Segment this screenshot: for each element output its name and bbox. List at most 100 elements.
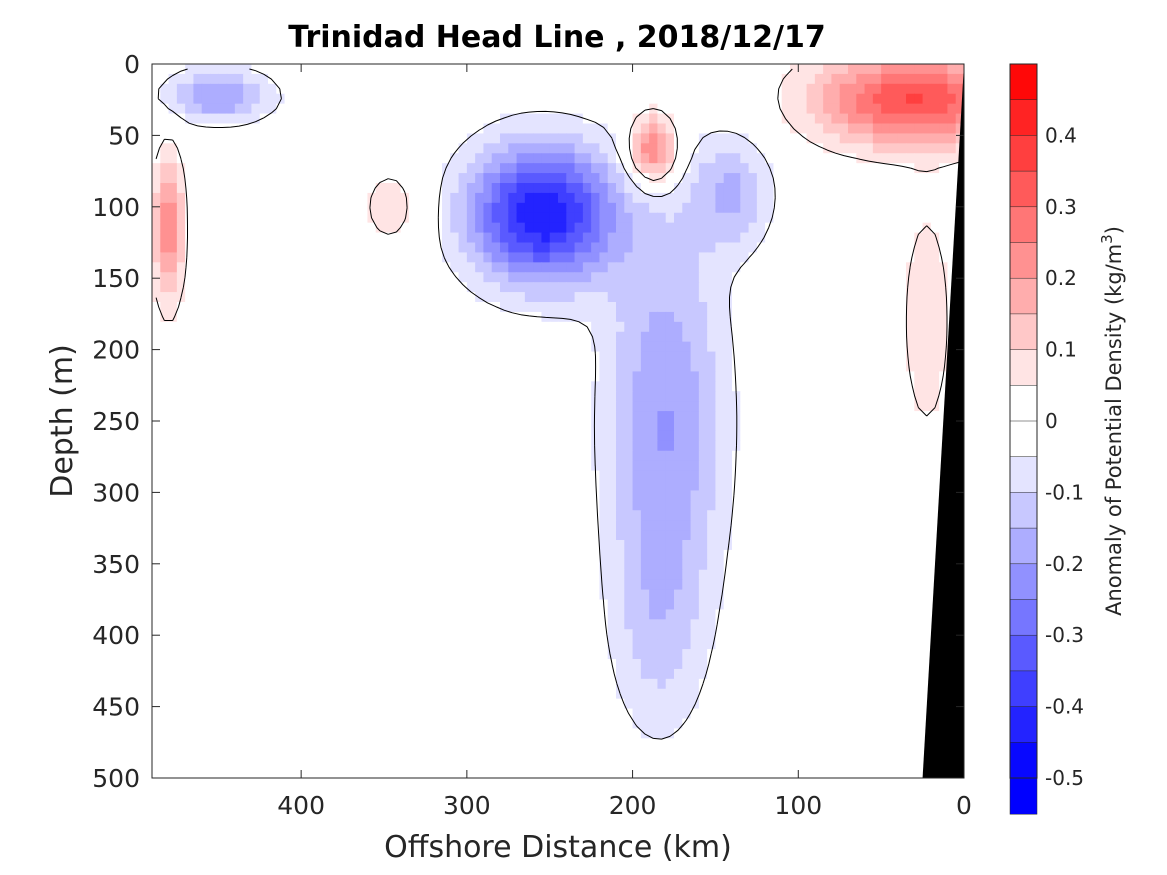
heatmap-cell [185,530,195,541]
heatmap-cell [268,173,277,184]
heatmap-cell [773,500,783,511]
heatmap-cell [425,153,435,164]
heatmap-cell [665,173,675,184]
heatmap-cell [790,212,799,224]
heatmap-cell [897,113,907,125]
heatmap-cell [698,321,708,333]
heatmap-cell [201,311,211,323]
heatmap-cell [176,401,186,412]
heatmap-cell [359,192,369,204]
heatmap-cell [317,292,327,303]
heatmap-cell [301,183,311,194]
heatmap-cell [342,440,352,452]
heatmap-cell [566,371,576,382]
heatmap-cell [599,153,609,164]
heatmap-cell [549,520,559,531]
heatmap-cell [798,302,808,313]
heatmap-cell [417,222,427,234]
heatmap-cell [326,64,335,75]
heatmap-cell [243,371,253,382]
heatmap-cell [251,540,261,551]
heatmap-cell [649,391,659,402]
heatmap-cell [616,64,625,75]
heatmap-cell [483,64,493,75]
heatmap-cell [864,450,874,462]
heatmap-cell [392,470,402,482]
heatmap-cell [930,321,940,333]
heatmap-cell [698,430,708,442]
heatmap-cell [152,500,161,511]
heatmap-cell [930,133,940,144]
heatmap-cell [765,113,775,125]
heatmap-cell [549,311,559,323]
heatmap-cell [790,371,799,382]
heatmap-cell [831,93,841,105]
heatmap-cell [690,222,700,234]
heatmap-cell [301,530,311,541]
heatmap-cell [491,520,501,531]
heatmap-cell [823,530,833,541]
heatmap-cell [682,381,692,392]
heatmap-cell [210,480,219,492]
heatmap-cell [897,540,907,551]
heatmap-cell [384,163,393,174]
heatmap-cell [326,411,335,422]
heatmap-cell [848,302,857,313]
heatmap-cell [756,113,766,125]
heatmap-cell [897,401,907,412]
heatmap-cell [160,500,170,511]
heatmap-cell [765,510,775,521]
heatmap-cell [707,113,717,125]
heatmap-cell [723,440,733,452]
heatmap-cell [864,549,874,561]
heatmap-cell [831,311,841,323]
heatmap-cell [533,470,543,482]
heatmap-cell [906,470,915,482]
heatmap-cell [466,540,476,551]
heatmap-cell [508,242,518,254]
heatmap-cell [268,282,277,293]
heatmap-cell [160,321,170,333]
heatmap-cell [408,520,418,531]
heatmap-cell [160,351,170,363]
heatmap-cell [814,341,824,353]
heatmap-cell [375,123,385,135]
heatmap-cell [756,133,766,144]
heatmap-cell [781,530,791,541]
heatmap-cell [856,143,866,154]
heatmap-cell [823,252,833,263]
heatmap-cell [392,222,402,234]
heatmap-cell [657,64,667,75]
heatmap-cell [442,520,451,531]
heatmap-cell [442,440,451,452]
heatmap-cell [210,311,219,323]
heatmap-cell [193,93,203,105]
heatmap-cell [392,202,402,214]
heatmap-cell [732,272,741,283]
heatmap-cell [674,530,683,541]
heatmap-cell [458,153,468,164]
heatmap-cell [168,123,178,135]
heatmap-cell [881,520,891,531]
heatmap-cell [640,411,650,422]
heatmap-cell [558,212,567,224]
heatmap-cell [226,440,236,452]
heatmap-cell [582,391,592,402]
heatmap-cell [259,282,269,293]
heatmap-cell [856,321,866,333]
heatmap-cell [582,341,592,353]
heatmap-cell [632,103,642,115]
heatmap-cell [408,510,418,521]
heatmap-cell [367,272,377,283]
heatmap-cell [259,460,269,472]
heatmap-cell [748,500,758,511]
heatmap-cell [193,500,203,511]
heatmap-cell [541,331,551,343]
heatmap-cell [176,470,186,482]
heatmap-cell [616,559,625,571]
heatmap-cell [889,292,899,303]
heatmap-cell [491,440,501,452]
heatmap-cell [259,391,269,402]
heatmap-cell [375,490,385,501]
heatmap-cell [234,64,244,75]
